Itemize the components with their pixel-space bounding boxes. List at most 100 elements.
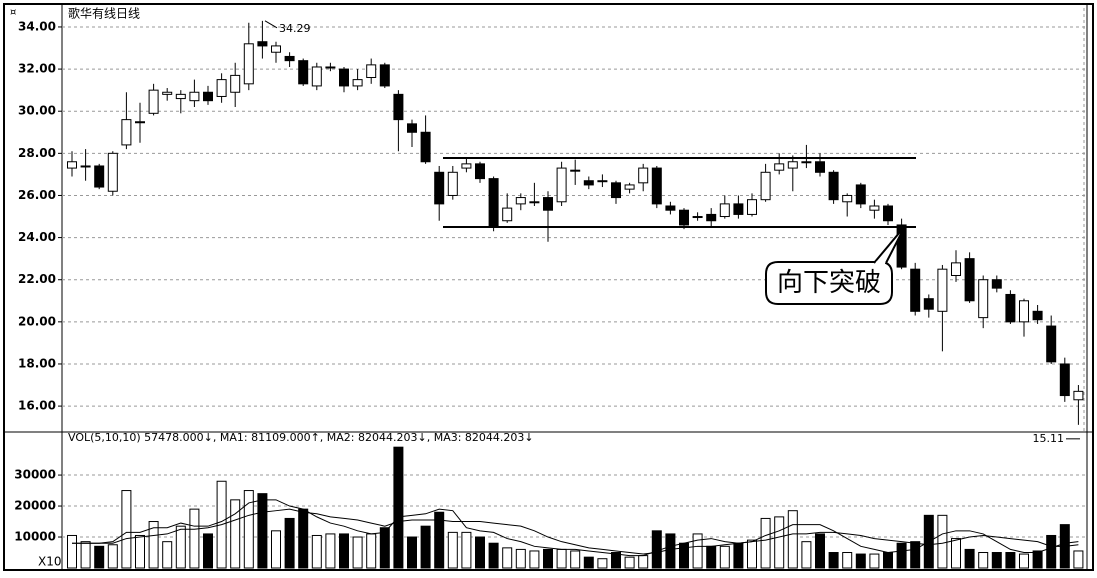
volume-bar	[67, 534, 77, 569]
candle-body	[379, 64, 390, 87]
candle-body	[515, 197, 526, 205]
volume-bar	[298, 508, 309, 569]
volume-bar	[162, 541, 173, 569]
volume-bar	[175, 525, 186, 569]
volume-bar	[447, 531, 458, 569]
candle-body	[121, 119, 132, 146]
candle-body	[937, 268, 948, 312]
y-tick-label: 20000	[14, 499, 56, 513]
candle-body	[692, 216, 703, 219]
candle-body	[706, 213, 717, 222]
volume-bar	[747, 539, 757, 569]
candle-body	[203, 91, 213, 102]
candle-body	[597, 180, 608, 183]
volume-bar	[121, 490, 132, 569]
volume-bar	[910, 541, 921, 569]
volume-bar	[80, 541, 91, 569]
candle-body	[978, 279, 989, 319]
y-tick-label: 30.00	[18, 104, 56, 118]
candle-body	[964, 258, 975, 302]
volume-bar	[787, 510, 798, 569]
candle-body	[570, 169, 581, 172]
candle-body	[951, 262, 961, 277]
candle-body	[774, 163, 785, 171]
candle-body	[366, 64, 377, 79]
volume-bar	[815, 533, 825, 569]
candle-body	[1046, 325, 1057, 363]
volume-bar	[339, 533, 349, 569]
volume-bar	[434, 511, 445, 569]
y-tick-label: 32.00	[18, 62, 56, 76]
candle-body	[243, 43, 254, 85]
volume-bar	[774, 516, 785, 569]
candle-body	[1073, 390, 1084, 401]
candle-body	[502, 207, 513, 222]
candle-body	[257, 41, 268, 47]
volume-bar	[529, 550, 540, 569]
volume-bar	[597, 558, 608, 569]
candle-body	[991, 279, 1002, 289]
candle-body	[1059, 363, 1070, 397]
volume-bar	[951, 538, 961, 569]
candle-body	[148, 89, 159, 114]
volume-bar	[624, 556, 635, 569]
volume-bar	[475, 536, 485, 569]
candle-body	[488, 178, 499, 228]
candle-body	[855, 184, 866, 205]
candle-body	[624, 184, 635, 190]
volume-bar	[488, 542, 499, 569]
candle-body	[434, 171, 445, 205]
candle-body	[162, 91, 173, 95]
candle-body	[80, 165, 91, 168]
y-tick-label: 26.00	[18, 188, 56, 202]
volume-bar	[1032, 550, 1043, 569]
candle-body	[529, 201, 540, 204]
volume-bar	[230, 499, 241, 569]
volume-bar	[1073, 550, 1084, 569]
candle-body	[311, 66, 322, 87]
candle-body	[461, 163, 472, 169]
candle-body	[815, 161, 825, 173]
volume-bar	[760, 517, 771, 569]
volume-bar	[1019, 553, 1029, 569]
volume-bar	[366, 533, 377, 569]
volume-bar	[556, 548, 567, 569]
y-tick-label: 30000	[14, 468, 56, 482]
volume-bar	[243, 490, 254, 569]
volume-bar	[461, 531, 472, 569]
candle-body	[638, 167, 649, 184]
candle-body	[719, 203, 730, 218]
candle-body	[216, 79, 227, 97]
volume-bar	[964, 548, 975, 569]
candle-body	[896, 224, 907, 268]
candle-body	[651, 167, 662, 205]
icon: ¤	[10, 7, 16, 18]
volume-bar	[393, 446, 404, 569]
volume-bar	[257, 493, 268, 569]
volume-bar	[379, 527, 390, 569]
volume-bar	[692, 533, 703, 569]
volume-bar	[420, 525, 431, 569]
volume-bar	[94, 545, 105, 569]
y-tick-label: 34.00	[18, 19, 56, 33]
volume-bar	[107, 544, 118, 569]
chart-title: 歌华有线日线	[68, 6, 140, 21]
volume-bar	[407, 536, 417, 569]
candle-body	[747, 199, 757, 215]
volume-ma-line	[72, 508, 1079, 555]
candle-body	[910, 268, 921, 312]
volume-bar	[570, 550, 581, 569]
volume-bar	[284, 517, 295, 569]
volume-bar	[135, 534, 145, 569]
callout: 向下突破	[765, 225, 906, 305]
volume-bar	[515, 548, 526, 569]
candle-body	[556, 167, 567, 203]
y-tick-label: 10000	[14, 530, 56, 544]
candle-body	[447, 171, 458, 196]
y-tick-label: 18.00	[18, 356, 56, 370]
volume-bar	[203, 533, 213, 569]
candle-body	[733, 203, 744, 215]
high-label: 34.29	[279, 22, 311, 35]
volume-bar	[706, 545, 717, 569]
